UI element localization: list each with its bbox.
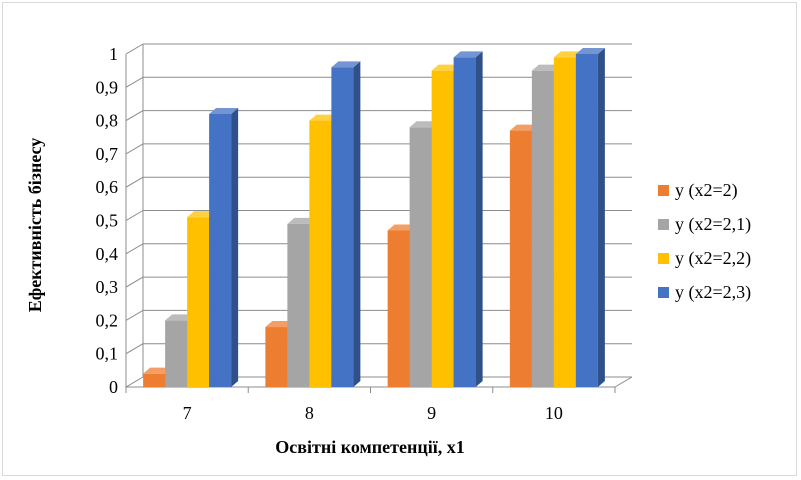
gridline-side — [125, 243, 144, 255]
bar-top — [409, 121, 439, 128]
bar-front — [209, 113, 232, 387]
y-tick-label: 0,1 — [96, 344, 119, 364]
y-tick-label: 0 — [109, 377, 118, 397]
bar-top — [187, 211, 217, 218]
gridline-side — [125, 176, 144, 188]
bar-front — [531, 70, 554, 388]
legend: y (x2=2) y (x2=2,1) y (x2=2,2) y (x2=2,3) — [658, 180, 751, 303]
bar-top — [287, 217, 317, 224]
bar-front — [265, 327, 288, 387]
bar-top — [165, 314, 195, 321]
x-tick-label: 7 — [183, 403, 192, 423]
bar-front — [387, 230, 410, 387]
bar-front — [287, 223, 310, 387]
bar-front — [187, 217, 210, 387]
bar-top — [309, 114, 339, 121]
chart-svg: 0 0,1 0,2 0,3 0,4 0,5 0,6 0,7 0,8 0,9 1 7 8 9 10 Ефект… — [25, 43, 751, 457]
bar-top — [575, 48, 605, 54]
gridline-side — [125, 309, 144, 321]
y-tick-label: 0,4 — [96, 244, 119, 264]
bar — [331, 61, 361, 387]
bar-top — [331, 61, 361, 68]
legend-swatch — [658, 185, 669, 196]
legend-swatch — [658, 219, 669, 230]
y-tick-label: 0,3 — [96, 277, 119, 297]
bar-front — [453, 57, 476, 388]
y-tick-label: 1 — [109, 44, 118, 64]
gridline-side — [125, 376, 144, 388]
bar-front — [509, 130, 532, 387]
legend-label: y (x2=2) — [675, 180, 738, 201]
gridline-side — [125, 43, 144, 55]
bar-front — [553, 57, 576, 388]
bar-front — [431, 70, 454, 388]
bar-front — [409, 127, 432, 387]
bar-top — [387, 224, 417, 231]
bar-side — [475, 51, 483, 387]
bar — [209, 107, 239, 387]
bar-side — [353, 61, 361, 387]
bar-side — [231, 107, 239, 387]
bar-front — [165, 320, 188, 387]
gridline-side — [125, 210, 144, 221]
bar-side — [597, 48, 605, 387]
gridline-side — [125, 143, 144, 155]
bar-front — [331, 67, 354, 387]
legend-item: y (x2=2,2) — [658, 248, 751, 269]
tick-labels: 0 0,1 0,2 0,3 0,4 0,5 0,6 0,7 0,8 0,9 1 7 8 9 10 — [96, 44, 563, 423]
y-tick-label: 0,2 — [96, 310, 119, 330]
y-axis-title: Ефективність бізнесу — [25, 138, 45, 313]
bar-top — [265, 321, 295, 328]
bar-top — [143, 367, 173, 374]
legend-swatch — [658, 253, 669, 264]
legend-item: y (x2=2,3) — [658, 282, 751, 303]
legend-item: y (x2=2,1) — [658, 214, 751, 235]
bar — [453, 51, 483, 388]
gridline-side — [125, 76, 144, 88]
bar — [575, 48, 605, 387]
legend-label: y (x2=2,1) — [675, 214, 751, 235]
legend-label: y (x2=2,3) — [675, 282, 751, 303]
bar-front — [143, 373, 166, 387]
legend-swatch — [658, 287, 669, 298]
bar-top — [209, 107, 239, 114]
bar-front — [309, 120, 332, 387]
y-tick-label: 0,6 — [96, 177, 119, 197]
bar-top — [531, 64, 561, 71]
gridline-side — [125, 110, 144, 122]
y-tick-label: 0,9 — [96, 77, 119, 97]
bar-top — [553, 51, 583, 58]
y-tick-label: 0,5 — [96, 211, 119, 231]
x-tick-label: 10 — [545, 403, 563, 423]
bar-top — [453, 51, 483, 58]
bars — [143, 48, 605, 388]
x-tick-label: 8 — [305, 403, 314, 423]
bar-top — [431, 64, 461, 71]
legend-label: y (x2=2,2) — [675, 248, 751, 269]
y-tick-label: 0,7 — [96, 144, 119, 164]
bar-front — [575, 54, 598, 387]
gridline-side — [125, 343, 144, 355]
floor-edge — [614, 376, 633, 388]
x-axis-title: Освітні компетенції, x1 — [275, 437, 464, 457]
gridline-side — [125, 276, 144, 288]
legend-item: y (x2=2) — [658, 180, 738, 201]
x-tick-label: 9 — [427, 403, 436, 423]
bar-top — [509, 124, 539, 131]
y-tick-label: 0,8 — [96, 111, 119, 131]
